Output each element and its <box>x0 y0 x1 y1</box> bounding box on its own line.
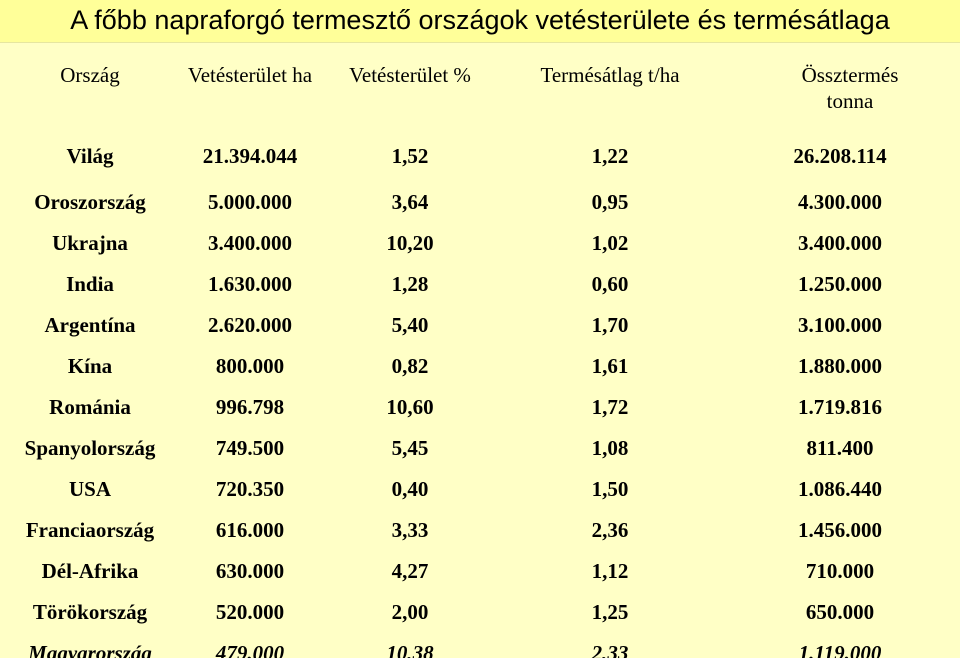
cell-area-ha: 1.630.000 <box>208 272 292 296</box>
cell-area-percent: 3,64 <box>391 190 429 214</box>
cell-area-ha: 5.000.000 <box>208 190 292 214</box>
table-row: India 1.630.000 1,28 0,60 1.250.000 <box>0 264 960 305</box>
cell-area-ha: 3.400.000 <box>208 231 292 255</box>
cell-total-production: 1.719.816 <box>798 395 882 419</box>
table-row: Spanyolország 749.500 5,45 1,08 811.400 <box>0 428 960 469</box>
header-row: Ország Vetésterület ha Vetésterület % Te… <box>0 50 960 130</box>
table-background <box>0 42 960 658</box>
column-header-area-percent: Vetésterület % <box>349 63 471 87</box>
table-row: Oroszország 5.000.000 3,64 0,95 4.300.00… <box>0 182 960 223</box>
cell-area-percent: 1,52 <box>391 143 429 168</box>
cell-yield: 2,33 <box>591 641 629 658</box>
table-row: Franciaország 616.000 3,33 2,36 1.456.00… <box>0 510 960 551</box>
page-title: A főbb napraforgó termesztő országok vet… <box>70 5 890 35</box>
cell-total-production: 650.000 <box>805 600 875 624</box>
cell-yield: 1,61 <box>591 354 629 378</box>
table-body: Világ 21.394.044 1,52 1,22 26.208.114 Or… <box>0 130 960 658</box>
cell-area-ha: 21.394.044 <box>202 143 298 168</box>
table-row: USA 720.350 0,40 1,50 1.086.440 <box>0 469 960 510</box>
table-row: Románia 996.798 10,60 1,72 1.719.816 <box>0 387 960 428</box>
cell-area-ha: 616.000 <box>215 518 285 542</box>
cell-area-ha: 996.798 <box>215 395 285 419</box>
cell-area-percent: 5,40 <box>391 313 429 337</box>
cell-yield: 1,02 <box>591 231 629 255</box>
cell-area-ha: 720.350 <box>215 477 285 501</box>
cell-country: Románia <box>49 395 131 419</box>
cell-yield: 0,60 <box>591 272 629 296</box>
cell-country: Magyarország <box>28 641 152 658</box>
column-header-total-production: Össztermés tonna <box>801 63 899 113</box>
cell-country: Dél-Afrika <box>41 559 139 583</box>
table-row: Kína 800.000 0,82 1,61 1.880.000 <box>0 346 960 387</box>
column-header-area-ha: Vetésterület ha <box>187 63 313 87</box>
cell-total-production: 3.400.000 <box>798 231 882 255</box>
cell-country: Spanyolország <box>24 436 156 460</box>
table-row: Argentína 2.620.000 5,40 1,70 3.100.000 <box>0 305 960 346</box>
cell-country: Oroszország <box>34 190 146 214</box>
cell-area-percent: 3,33 <box>391 518 429 542</box>
column-header-country: Ország <box>60 63 120 87</box>
cell-area-ha: 520.000 <box>215 600 285 624</box>
cell-area-ha: 479.000 <box>215 641 285 658</box>
cell-area-percent: 10,38 <box>386 641 434 658</box>
cell-area-percent: 0,40 <box>391 477 429 501</box>
cell-country: Kína <box>67 354 113 378</box>
cell-total-production: 1.880.000 <box>798 354 882 378</box>
cell-area-percent: 0,82 <box>391 354 429 378</box>
cell-total-production: 1.086.440 <box>798 477 882 501</box>
cell-area-percent: 10,20 <box>386 231 434 255</box>
cell-area-percent: 5,45 <box>391 436 429 460</box>
cell-area-ha: 749.500 <box>215 436 285 460</box>
cell-yield: 1,72 <box>591 395 629 419</box>
cell-country: Ukrajna <box>52 231 128 255</box>
cell-yield: 1,08 <box>591 436 629 460</box>
cell-area-ha: 630.000 <box>215 559 285 583</box>
cell-area-ha: 2.620.000 <box>208 313 292 337</box>
cell-country: Világ <box>66 143 114 168</box>
cell-total-production: 26.208.114 <box>793 143 887 168</box>
cell-total-production: 3.100.000 <box>798 313 882 337</box>
title-divider <box>0 42 960 43</box>
table-row: Világ 21.394.044 1,52 1,22 26.208.114 <box>0 130 960 182</box>
cell-yield: 1,22 <box>591 143 629 168</box>
cell-country: Argentína <box>44 313 136 337</box>
cell-total-production: 1.250.000 <box>798 272 882 296</box>
table-row: Törökország 520.000 2,00 1,25 650.000 <box>0 592 960 633</box>
cell-area-ha: 800.000 <box>215 354 285 378</box>
data-table: Ország Vetésterület ha Vetésterület % Te… <box>0 50 960 658</box>
column-header-yield: Termésátlag t/ha <box>540 63 680 87</box>
cell-yield: 1,50 <box>591 477 629 501</box>
cell-yield: 2,36 <box>591 518 629 542</box>
cell-country: Törökország <box>32 600 148 624</box>
table-row: Dél-Afrika 630.000 4,27 1,12 710.000 <box>0 551 960 592</box>
cell-total-production: 1.456.000 <box>798 518 882 542</box>
cell-yield: 1,25 <box>591 600 629 624</box>
cell-area-percent: 2,00 <box>391 600 429 624</box>
cell-area-percent: 10,60 <box>386 395 434 419</box>
cell-country: India <box>66 272 114 296</box>
cell-yield: 1,70 <box>591 313 629 337</box>
cell-yield: 1,12 <box>591 559 629 583</box>
cell-country: Franciaország <box>25 518 155 542</box>
cell-area-percent: 4,27 <box>391 559 429 583</box>
cell-country: USA <box>68 477 111 501</box>
cell-total-production: 710.000 <box>805 559 875 583</box>
table-row: Ukrajna 3.400.000 10,20 1,02 3.400.000 <box>0 223 960 264</box>
table-row-highlighted: Magyarország 479.000 10,38 2,33 1.119.00… <box>0 633 960 658</box>
cell-total-production: 1.119.000 <box>798 641 882 658</box>
cell-total-production: 4.300.000 <box>798 190 882 214</box>
cell-area-percent: 1,28 <box>391 272 429 296</box>
cell-yield: 0,95 <box>591 190 629 214</box>
cell-total-production: 811.400 <box>806 436 874 460</box>
